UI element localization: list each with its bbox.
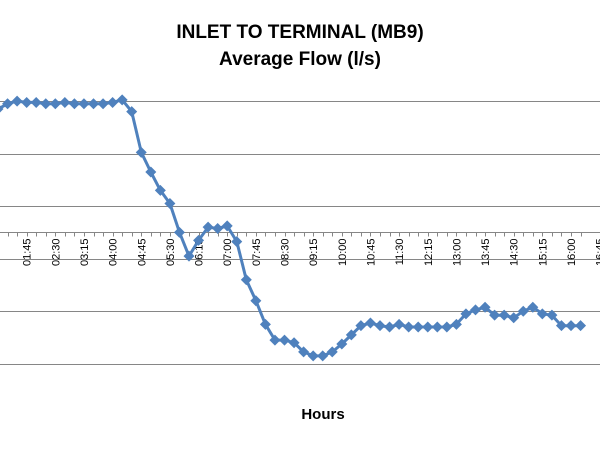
data-point	[527, 301, 539, 313]
x-tick-label: 01:45	[22, 239, 34, 267]
x-tick-label: 07:45	[251, 239, 263, 267]
x-tick-label: 13:45	[480, 239, 492, 267]
data-point	[489, 309, 501, 321]
data-point	[317, 350, 329, 362]
data-point	[470, 304, 481, 316]
x-tick-label: 07:00	[222, 239, 234, 267]
data-point	[374, 320, 386, 332]
chart-subtitle: Average Flow (l/s)	[219, 49, 381, 70]
x-tick-label: 03:15	[79, 239, 91, 267]
data-point	[202, 221, 214, 233]
data-point	[279, 334, 290, 346]
data-point	[40, 98, 52, 110]
chart-title: INLET TO TERMINAL (MB9)	[176, 22, 424, 43]
data-point	[336, 338, 348, 350]
data-point	[173, 226, 185, 238]
data-point	[240, 274, 252, 286]
x-tick-label: 16:45	[595, 239, 600, 267]
data-point	[393, 318, 405, 330]
data-point	[498, 309, 510, 321]
data-point	[575, 320, 587, 332]
data-point	[412, 321, 424, 333]
data-point	[307, 350, 319, 362]
data-point	[68, 98, 80, 110]
data-point	[546, 309, 558, 321]
data-point	[164, 198, 176, 210]
data-point	[145, 166, 157, 178]
x-tick-label: 14:30	[509, 239, 521, 267]
data-point	[326, 346, 338, 358]
data-point	[565, 320, 577, 332]
data-point	[345, 329, 357, 341]
x-tick-label: 04:00	[108, 239, 120, 267]
data-point	[298, 346, 310, 358]
x-tick-label: 09:15	[308, 239, 320, 267]
data-point	[2, 98, 14, 110]
data-point	[30, 96, 42, 108]
data-point	[193, 234, 205, 246]
data-point	[116, 94, 128, 106]
data-point	[555, 320, 567, 332]
data-point	[536, 308, 548, 320]
data-point	[221, 220, 233, 232]
x-tick-label: 12:15	[423, 239, 435, 267]
x-tick-label: 16:00	[566, 239, 578, 267]
data-point	[212, 222, 224, 234]
x-tick-label: 10:45	[366, 239, 378, 267]
data-point	[107, 96, 119, 108]
data-point	[269, 334, 281, 346]
data-point	[460, 308, 472, 320]
data-point	[384, 321, 396, 333]
data-point	[88, 98, 99, 110]
data-point	[135, 146, 147, 158]
data-point	[0, 105, 4, 113]
x-tick-label: 04:45	[136, 239, 148, 267]
x-axis-label: Hours	[301, 406, 345, 423]
data-point	[126, 106, 138, 118]
data-point	[508, 312, 520, 324]
data-point	[517, 305, 529, 317]
data-point	[250, 295, 262, 307]
data-point	[355, 320, 367, 332]
x-tick-label: 11:30	[394, 239, 406, 266]
data-point	[259, 318, 271, 330]
data-point	[21, 96, 33, 108]
data-point	[403, 321, 415, 333]
x-tick-label: 10:00	[337, 239, 349, 267]
data-point	[59, 96, 71, 108]
data-point	[231, 236, 243, 248]
data-point	[441, 321, 453, 333]
data-point	[450, 318, 462, 330]
data-point	[422, 321, 434, 333]
data-point	[364, 317, 376, 329]
x-tick-label: 05:30	[165, 239, 177, 267]
x-tick-label: 15:15	[537, 239, 549, 267]
data-point	[431, 321, 443, 333]
data-point	[288, 337, 300, 349]
data-point	[183, 250, 195, 262]
data-point	[78, 98, 90, 110]
data-point	[154, 184, 166, 196]
data-point	[49, 98, 61, 110]
data-point	[97, 98, 109, 110]
x-tick-label: 02:30	[50, 239, 62, 267]
data-point	[479, 301, 491, 313]
data-point	[11, 95, 23, 107]
x-tick-label: 08:30	[280, 239, 292, 267]
x-tick-label: 13:00	[451, 239, 463, 267]
